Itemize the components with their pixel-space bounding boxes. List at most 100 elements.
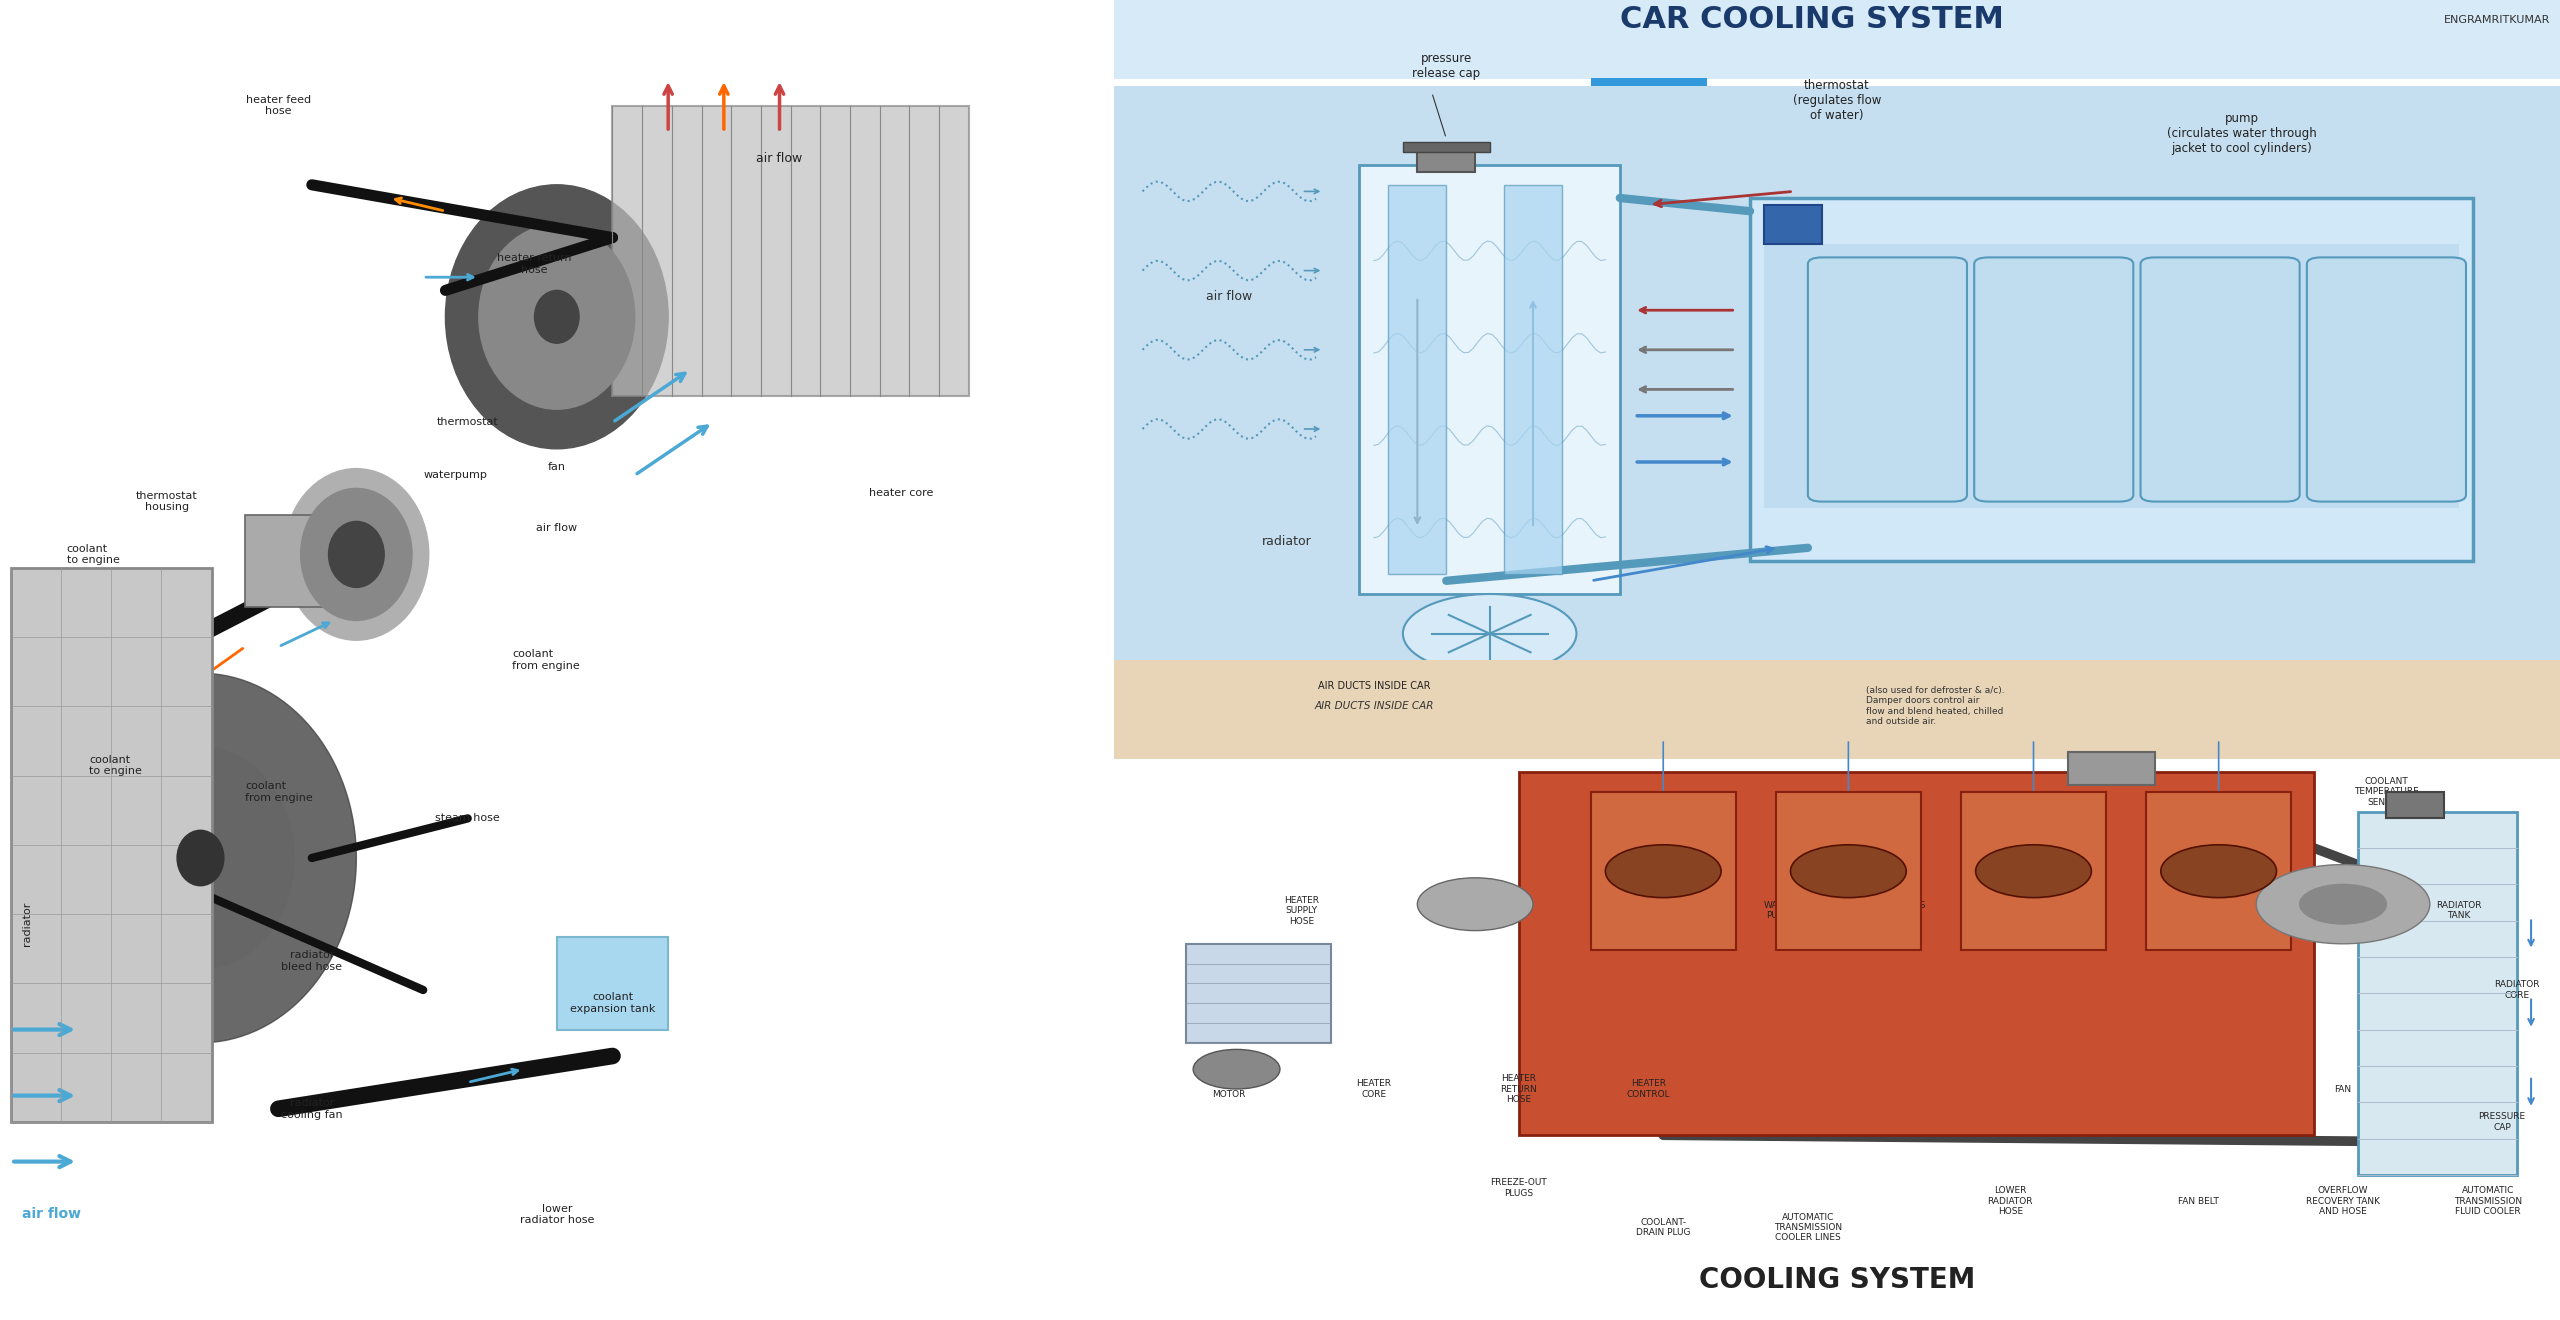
Circle shape bbox=[2255, 865, 2429, 944]
Bar bbox=[1961, 792, 2107, 950]
Circle shape bbox=[1193, 1049, 1280, 1089]
Bar bbox=[1590, 78, 1708, 86]
Circle shape bbox=[177, 830, 223, 886]
Bar bbox=[1418, 145, 1475, 172]
Text: PRESSURE
CAP: PRESSURE CAP bbox=[2478, 1113, 2527, 1131]
Text: pump
(circulates water through
jacket to cool cylinders): pump (circulates water through jacket to… bbox=[2166, 112, 2317, 156]
Circle shape bbox=[1976, 845, 2092, 898]
Bar bbox=[1764, 205, 1823, 244]
Text: HEATER
CONTROL
VALVE: HEATER CONTROL VALVE bbox=[1423, 896, 1467, 925]
Bar bbox=[1518, 772, 2314, 1135]
Text: coolant
from engine: coolant from engine bbox=[246, 781, 312, 803]
Text: UPPER
RADIATOR
HOSE: UPPER RADIATOR HOSE bbox=[2248, 896, 2294, 925]
Bar bbox=[1114, 660, 2560, 759]
Circle shape bbox=[328, 521, 384, 587]
Text: COOLING SYSTEM: COOLING SYSTEM bbox=[1700, 1266, 1974, 1295]
Text: pressure
release cap: pressure release cap bbox=[1413, 51, 1480, 81]
Bar bbox=[1590, 792, 1736, 950]
Text: LOWER
RADIATOR
HOSE: LOWER RADIATOR HOSE bbox=[1987, 1187, 2033, 1216]
Circle shape bbox=[44, 673, 356, 1043]
Text: air flow: air flow bbox=[755, 152, 804, 165]
Text: HEATER
SUPPLY
HOSE: HEATER SUPPLY HOSE bbox=[1285, 896, 1318, 925]
Text: upper
radiator hose: upper radiator hose bbox=[97, 623, 172, 644]
Bar bbox=[558, 937, 668, 1030]
Circle shape bbox=[2299, 884, 2386, 924]
Text: BLOWER
MOTOR: BLOWER MOTOR bbox=[1211, 1080, 1249, 1098]
Text: heater feed
hose: heater feed hose bbox=[246, 95, 310, 116]
Text: RADIATOR
TANK: RADIATOR TANK bbox=[2437, 902, 2481, 920]
Circle shape bbox=[1605, 845, 1720, 898]
Text: FAN BELT: FAN BELT bbox=[2179, 1197, 2220, 1205]
Text: HOSE
CLAMP: HOSE CLAMP bbox=[2153, 902, 2184, 920]
Text: WATER
PUMP: WATER PUMP bbox=[1764, 902, 1795, 920]
Text: fan: fan bbox=[548, 462, 566, 473]
Circle shape bbox=[479, 224, 635, 409]
Text: thermostat: thermostat bbox=[438, 417, 499, 428]
Circle shape bbox=[108, 747, 294, 969]
Text: BYPASS
HOSE: BYPASS HOSE bbox=[1892, 902, 1925, 920]
Text: lower
radiator hose: lower radiator hose bbox=[520, 1204, 594, 1225]
Text: RADIATOR
CORE: RADIATOR CORE bbox=[2493, 981, 2540, 999]
Circle shape bbox=[300, 488, 412, 620]
Bar bbox=[246, 515, 356, 607]
FancyBboxPatch shape bbox=[1974, 257, 2132, 502]
Bar bbox=[612, 106, 968, 396]
Text: thermostat
(regulates flow
of water): thermostat (regulates flow of water) bbox=[1792, 79, 1882, 123]
Bar bbox=[1114, 86, 2560, 660]
Circle shape bbox=[1418, 878, 1533, 931]
Text: THERMOSTAT: THERMOSTAT bbox=[2025, 907, 2084, 915]
Bar bbox=[1185, 944, 1331, 1043]
Bar bbox=[1388, 185, 1446, 574]
FancyBboxPatch shape bbox=[2140, 257, 2299, 502]
Text: air flow: air flow bbox=[535, 523, 579, 533]
Text: waterpump: waterpump bbox=[422, 470, 486, 480]
Text: heater core: heater core bbox=[868, 488, 932, 499]
Text: heater return
hose: heater return hose bbox=[497, 253, 571, 275]
Text: FREEZE-OUT
PLUGS: FREEZE-OUT PLUGS bbox=[1490, 1179, 1546, 1197]
Text: ENGRAMRITKUMAR: ENGRAMRITKUMAR bbox=[2445, 15, 2550, 25]
Circle shape bbox=[2161, 845, 2276, 898]
Text: HEATER
RETURN
HOSE: HEATER RETURN HOSE bbox=[1500, 1074, 1536, 1104]
Text: COOLANT
TEMPERATURE
SENSOR: COOLANT TEMPERATURE SENSOR bbox=[2355, 777, 2419, 807]
Text: FAN: FAN bbox=[2335, 1085, 2353, 1093]
Text: HEATER
CONTROL: HEATER CONTROL bbox=[1628, 1080, 1672, 1098]
Bar bbox=[2068, 752, 2156, 785]
Text: thermostat
housing: thermostat housing bbox=[136, 491, 197, 512]
Bar bbox=[2358, 812, 2516, 1175]
Text: coolant
to engine: coolant to engine bbox=[90, 755, 141, 776]
Bar bbox=[2145, 792, 2291, 950]
Text: radiator: radiator bbox=[23, 902, 33, 946]
FancyBboxPatch shape bbox=[2307, 257, 2465, 502]
Text: coolant
expansion tank: coolant expansion tank bbox=[571, 993, 655, 1014]
Text: CAR COOLING SYSTEM: CAR COOLING SYSTEM bbox=[1620, 5, 2004, 34]
Bar bbox=[1505, 185, 1562, 574]
Text: AUTOMATIC
TRANSMISSION
COOLER LINES: AUTOMATIC TRANSMISSION COOLER LINES bbox=[1774, 1213, 1843, 1242]
Text: AUTOMATIC
TRANSMISSION
FLUID COOLER: AUTOMATIC TRANSMISSION FLUID COOLER bbox=[2452, 1187, 2522, 1216]
Text: coolant
from engine: coolant from engine bbox=[512, 649, 581, 671]
Text: COOLANT
CIRCULATES
THROUGH
ENGINE: COOLANT CIRCULATES THROUGH ENGINE bbox=[1592, 891, 1646, 931]
Circle shape bbox=[284, 469, 428, 640]
Circle shape bbox=[1789, 845, 1907, 898]
Circle shape bbox=[1403, 594, 1577, 673]
Text: radiator
cooling fan: radiator cooling fan bbox=[282, 1098, 343, 1119]
Bar bbox=[1764, 244, 2458, 508]
Text: AIR DUCTS INSIDE CAR: AIR DUCTS INSIDE CAR bbox=[1318, 681, 1431, 692]
Text: radiator: radiator bbox=[1262, 535, 1313, 548]
FancyBboxPatch shape bbox=[1807, 257, 1966, 502]
Text: HEATER
CORE: HEATER CORE bbox=[1357, 1080, 1393, 1098]
Text: radiator
bleed hose: radiator bleed hose bbox=[282, 950, 343, 972]
Text: air flow: air flow bbox=[1206, 290, 1252, 304]
Bar bbox=[1403, 141, 1490, 152]
Bar bbox=[1751, 198, 2473, 561]
Bar bbox=[10, 568, 212, 1122]
Text: fan
(draws air in through
radiator to cool water): fan (draws air in through radiator to co… bbox=[1423, 607, 1556, 651]
Circle shape bbox=[535, 290, 579, 343]
Text: AIR DUCTS INSIDE CAR: AIR DUCTS INSIDE CAR bbox=[1313, 701, 1434, 711]
Text: OVERFLOW
RECOVERY TANK
AND HOSE: OVERFLOW RECOVERY TANK AND HOSE bbox=[2307, 1187, 2381, 1216]
Bar bbox=[1359, 165, 1620, 594]
Bar bbox=[1114, 0, 2560, 79]
Circle shape bbox=[445, 185, 668, 449]
Bar bbox=[1777, 792, 1920, 950]
Text: steam hose: steam hose bbox=[435, 813, 499, 824]
Text: COOLANT-
DRAIN PLUG: COOLANT- DRAIN PLUG bbox=[1636, 1218, 1690, 1237]
